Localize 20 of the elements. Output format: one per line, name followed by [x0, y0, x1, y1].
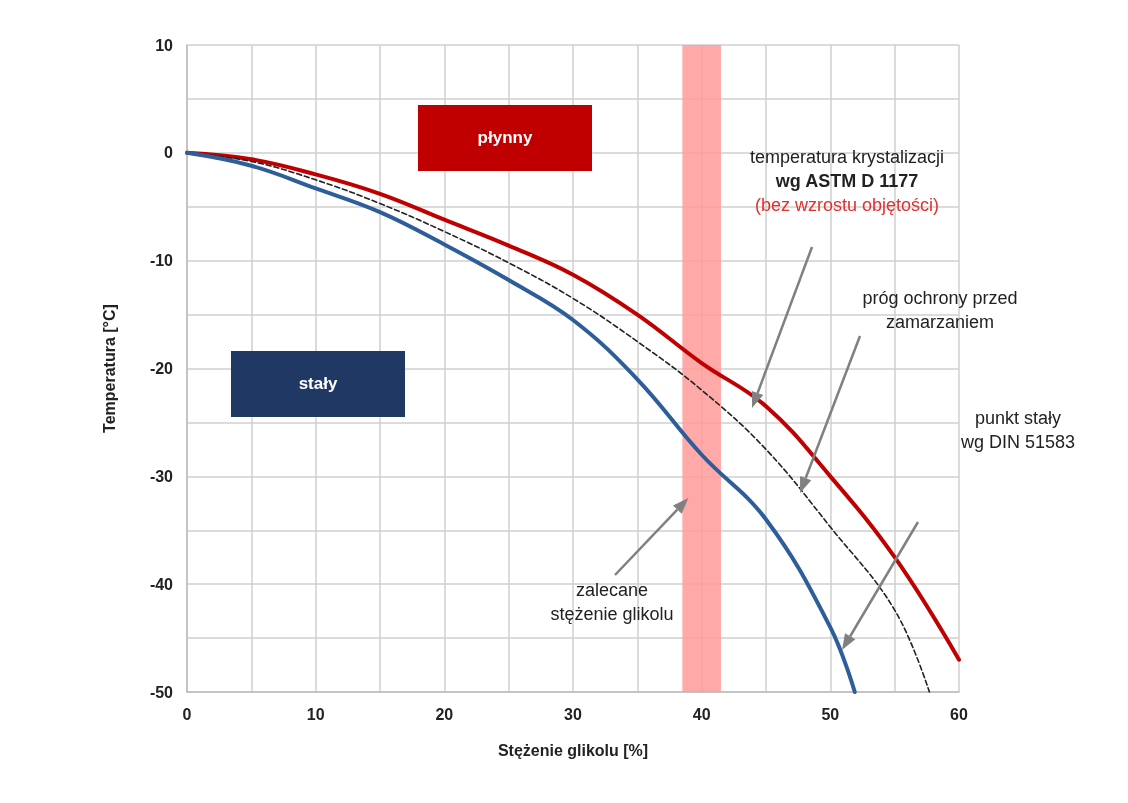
x-tick-label: 0 [182, 705, 192, 723]
y-tick-label: -40 [149, 575, 174, 593]
x-axis-title: Stężenie glikolu [%] [497, 741, 649, 759]
y-tick-label: -30 [149, 467, 174, 485]
annotation: próg ochrony przed zamarzaniem [862, 288, 1018, 332]
y-tick-label: -20 [149, 360, 174, 377]
x-tick-label: 20 [435, 705, 454, 723]
x-tick-label: 30 [564, 705, 582, 723]
y-tick-label: 10 [155, 36, 174, 54]
x-tick-label: 10 [306, 705, 325, 723]
x-tick-label: 40 [692, 705, 711, 723]
text: punkt stały wg DIN 51583 [959, 408, 1076, 452]
band-label: zalecane stężenie glikolu [550, 580, 674, 624]
x-tick-label: 50 [821, 705, 840, 723]
x-tick-label: 60 [950, 705, 968, 723]
annotation: temperatura krystalizacji wg ASTM D 1177 (bez wzrostu objętości) [749, 147, 945, 215]
y-tick-label: -10 [149, 252, 174, 270]
y-tick-label: -50 [149, 683, 174, 701]
y-tick-label: 0 [164, 144, 174, 162]
y-axis-title: Temperatura [°C] [100, 304, 118, 433]
